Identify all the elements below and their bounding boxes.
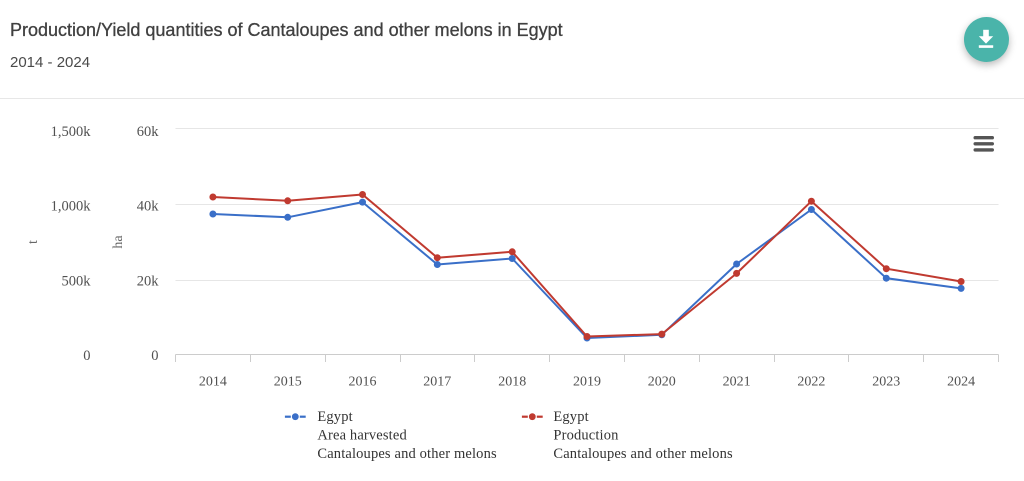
svg-text:60k: 60k bbox=[137, 124, 160, 140]
svg-text:20k: 20k bbox=[137, 273, 160, 289]
svg-text:2017: 2017 bbox=[423, 375, 451, 390]
svg-text:2014: 2014 bbox=[199, 375, 227, 390]
svg-text:2015: 2015 bbox=[274, 375, 302, 390]
svg-text:0: 0 bbox=[83, 348, 90, 364]
svg-text:2016: 2016 bbox=[349, 375, 377, 390]
svg-text:2020: 2020 bbox=[648, 375, 676, 390]
svg-text:ha: ha bbox=[111, 235, 126, 249]
svg-text:Cantaloupes and other melons: Cantaloupes and other melons bbox=[317, 446, 497, 462]
svg-text:Egypt: Egypt bbox=[317, 409, 352, 425]
svg-text:2023: 2023 bbox=[872, 375, 900, 390]
svg-text:500k: 500k bbox=[62, 273, 92, 289]
svg-text:Area harvested: Area harvested bbox=[317, 428, 407, 444]
svg-text:0: 0 bbox=[151, 348, 158, 364]
svg-text:2018: 2018 bbox=[498, 375, 526, 390]
svg-text:2024: 2024 bbox=[947, 375, 975, 390]
svg-text:1,500k: 1,500k bbox=[51, 124, 92, 140]
svg-text:2022: 2022 bbox=[797, 375, 825, 390]
svg-text:Cantaloupes and other melons: Cantaloupes and other melons bbox=[553, 446, 733, 462]
svg-text:2021: 2021 bbox=[723, 375, 751, 390]
svg-text:1,000k: 1,000k bbox=[51, 199, 92, 215]
svg-text:2019: 2019 bbox=[573, 375, 601, 390]
svg-text:Egypt: Egypt bbox=[553, 409, 588, 425]
svg-text:40k: 40k bbox=[137, 199, 160, 215]
svg-text:t: t bbox=[26, 240, 41, 244]
svg-text:Production: Production bbox=[553, 428, 619, 444]
